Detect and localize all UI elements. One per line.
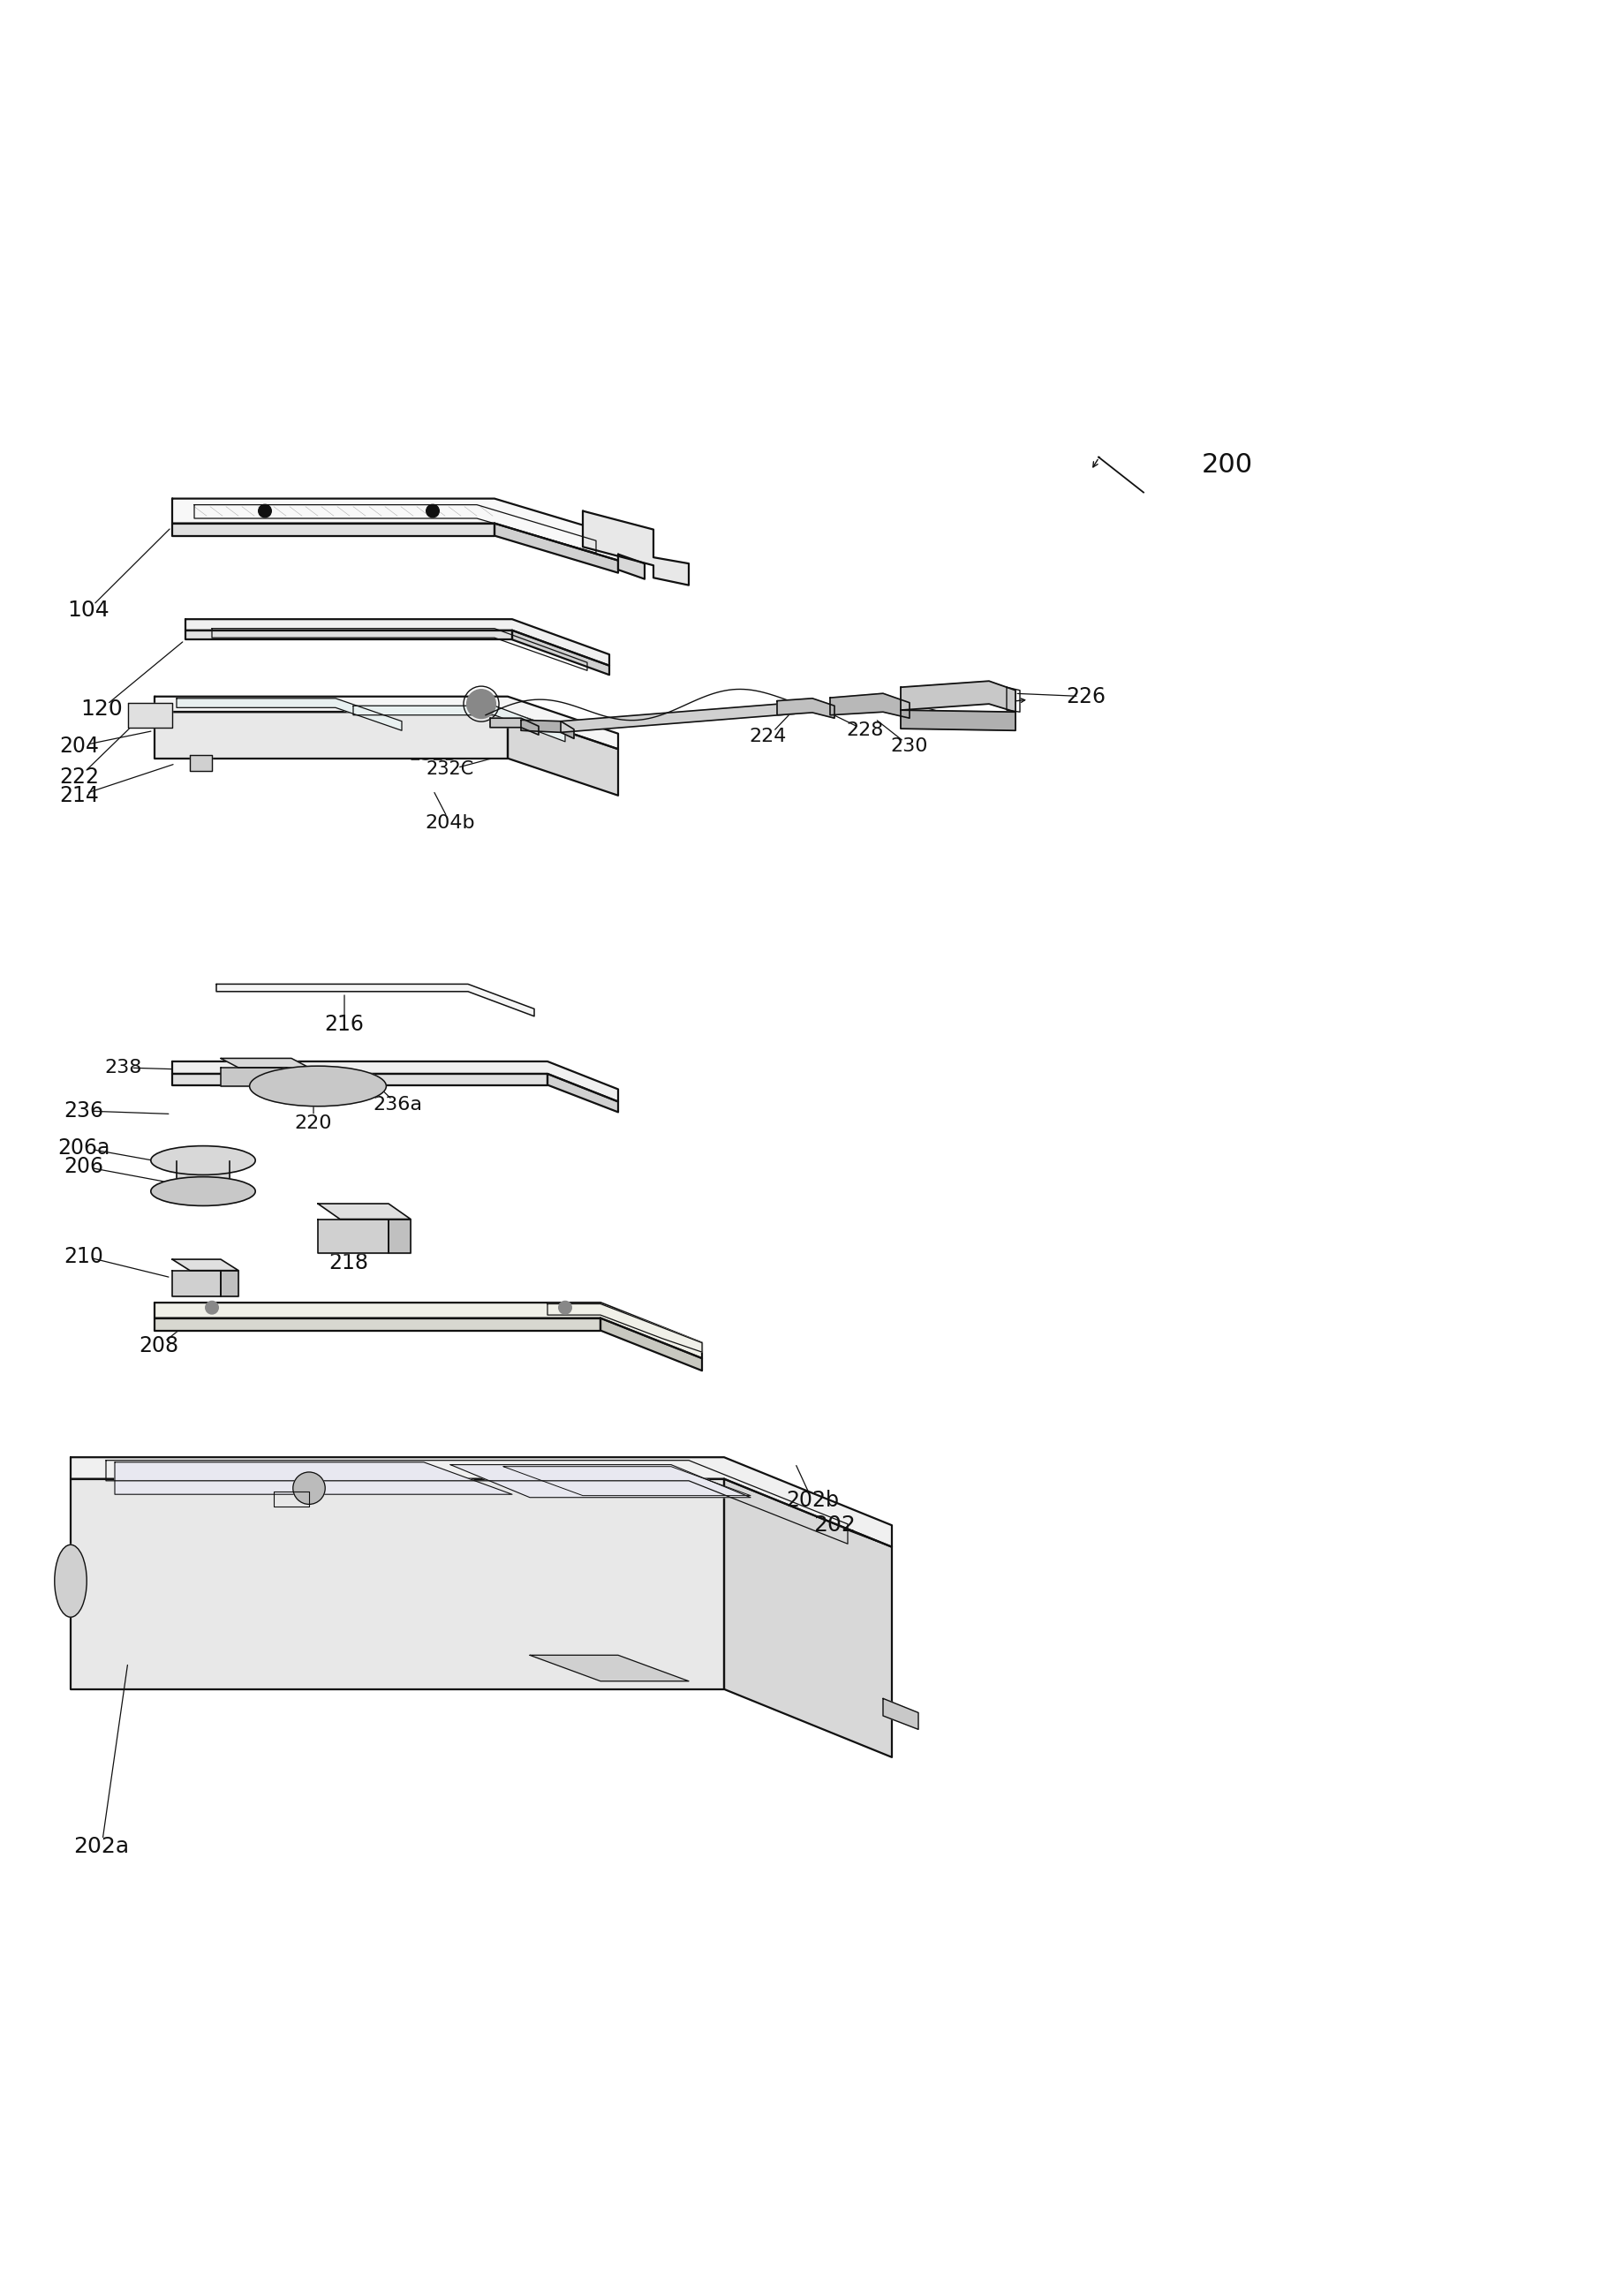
Polygon shape [172, 1061, 617, 1102]
Text: 204b: 204b [426, 815, 476, 831]
Text: 232C: 232C [426, 760, 474, 778]
Text: 222: 222 [59, 767, 100, 788]
Text: 202a: 202a [74, 1837, 129, 1857]
Polygon shape [154, 696, 617, 748]
Text: 228: 228 [847, 721, 884, 739]
Text: 206: 206 [64, 1155, 105, 1178]
Circle shape [293, 1472, 325, 1504]
Polygon shape [154, 1302, 703, 1359]
Polygon shape [172, 498, 617, 560]
Text: 220: 220 [294, 1114, 333, 1132]
Text: 202: 202 [814, 1515, 855, 1536]
Polygon shape [172, 1258, 238, 1270]
Polygon shape [582, 512, 688, 585]
Polygon shape [185, 620, 609, 666]
Text: 226A: 226A [946, 712, 997, 728]
Polygon shape [490, 719, 539, 735]
Polygon shape [883, 1699, 918, 1729]
Polygon shape [600, 1318, 703, 1371]
Text: 232B: 232B [408, 746, 457, 765]
Polygon shape [547, 1075, 617, 1111]
Text: 230: 230 [891, 737, 928, 755]
Ellipse shape [55, 1545, 87, 1616]
Text: 214: 214 [59, 785, 100, 806]
Polygon shape [114, 1463, 513, 1495]
Circle shape [259, 505, 272, 517]
Circle shape [426, 505, 439, 517]
Polygon shape [220, 1068, 291, 1086]
Polygon shape [777, 698, 835, 719]
Text: 226: 226 [1066, 687, 1106, 707]
Text: 202b: 202b [786, 1490, 839, 1511]
Ellipse shape [151, 1146, 256, 1176]
Polygon shape [529, 1655, 688, 1681]
Polygon shape [617, 553, 645, 579]
Polygon shape [177, 1162, 230, 1192]
Polygon shape [830, 693, 910, 719]
Circle shape [558, 1302, 571, 1313]
Polygon shape [71, 1458, 892, 1548]
Polygon shape [900, 709, 1016, 730]
Polygon shape [220, 1058, 309, 1068]
Polygon shape [561, 703, 794, 732]
Polygon shape [220, 1270, 238, 1297]
Polygon shape [547, 1304, 703, 1352]
Polygon shape [154, 1318, 600, 1329]
Text: 234B: 234B [277, 712, 325, 730]
Polygon shape [172, 523, 495, 535]
Text: 206a: 206a [58, 1137, 109, 1159]
Text: 218: 218 [330, 1251, 368, 1272]
Polygon shape [900, 682, 1016, 712]
Polygon shape [389, 1219, 410, 1254]
Polygon shape [172, 1270, 220, 1297]
Polygon shape [172, 1075, 547, 1086]
Polygon shape [318, 1219, 389, 1254]
Text: 238: 238 [105, 1058, 143, 1077]
Text: 236: 236 [64, 1100, 105, 1120]
Polygon shape [724, 1479, 892, 1756]
Polygon shape [354, 705, 564, 742]
Text: 120: 120 [80, 698, 122, 719]
Ellipse shape [151, 1178, 256, 1205]
Text: 210: 210 [64, 1247, 103, 1267]
Text: 104: 104 [68, 599, 109, 620]
Polygon shape [450, 1465, 751, 1497]
Polygon shape [513, 631, 609, 675]
Polygon shape [217, 985, 534, 1017]
Ellipse shape [249, 1065, 386, 1107]
Text: 224A: 224A [338, 719, 386, 737]
Text: 200: 200 [1201, 452, 1253, 478]
Circle shape [466, 689, 495, 719]
Polygon shape [177, 698, 402, 730]
Text: 234A: 234A [289, 730, 338, 748]
Text: 216: 216 [325, 1015, 363, 1035]
Polygon shape [508, 712, 617, 794]
Text: 208: 208 [138, 1336, 178, 1357]
Polygon shape [318, 1203, 410, 1219]
Polygon shape [495, 523, 617, 572]
Polygon shape [71, 1479, 724, 1690]
Text: 232A: 232A [400, 730, 447, 748]
Polygon shape [185, 631, 513, 641]
Text: 204: 204 [59, 735, 100, 758]
Circle shape [206, 1302, 219, 1313]
Polygon shape [129, 703, 172, 728]
Polygon shape [154, 712, 508, 758]
Polygon shape [521, 721, 574, 739]
Polygon shape [190, 755, 212, 771]
Text: 224: 224 [749, 728, 786, 746]
Text: 236a: 236a [373, 1095, 421, 1114]
